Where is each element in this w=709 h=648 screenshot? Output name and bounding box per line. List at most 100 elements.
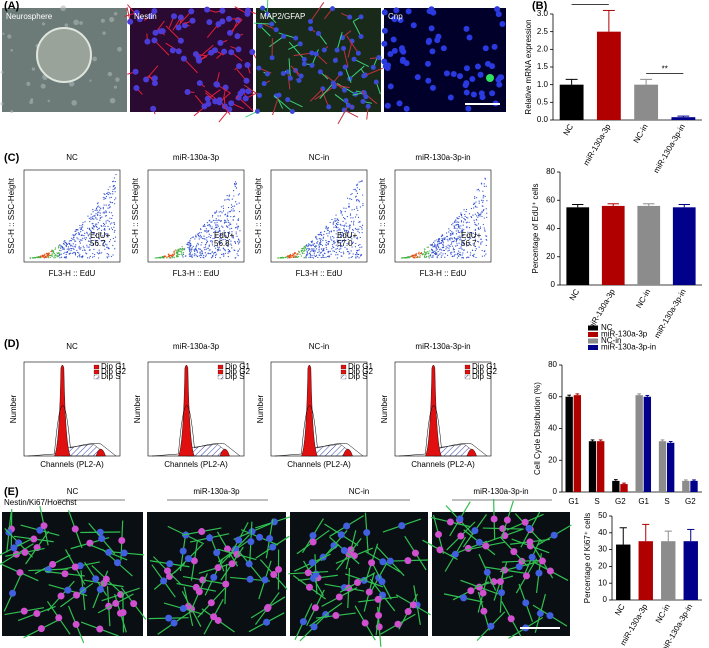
- event: [347, 236, 349, 238]
- legend-swatch: [464, 364, 471, 370]
- event: [450, 243, 452, 246]
- event: [216, 245, 218, 247]
- event: [461, 229, 463, 231]
- event: [202, 225, 204, 227]
- nucleus: [301, 56, 307, 62]
- nucleus: [151, 8, 158, 15]
- event: [227, 206, 230, 209]
- event: [181, 255, 183, 257]
- event: [224, 214, 226, 216]
- nucleus: [446, 518, 454, 526]
- event: [341, 234, 343, 236]
- event: [228, 224, 230, 226]
- event: [429, 244, 431, 246]
- fiber: [352, 21, 362, 37]
- event: [224, 221, 226, 223]
- event: [108, 192, 110, 194]
- event: [214, 251, 217, 253]
- y-tick-label: 20: [598, 562, 607, 571]
- event: [62, 248, 64, 250]
- nucleus: [127, 18, 134, 25]
- event: [217, 246, 219, 248]
- x-tick-label: miR-130a-3p-in: [652, 288, 687, 340]
- event: [228, 231, 231, 233]
- nucleus: [177, 14, 184, 21]
- event: [183, 248, 185, 250]
- event: [348, 203, 350, 205]
- event: [206, 240, 209, 243]
- event: [315, 248, 318, 250]
- x-axis-label: Channels (PL2-A): [40, 460, 104, 469]
- nucleus: [435, 33, 442, 40]
- nucleus: [245, 88, 252, 95]
- event: [58, 245, 60, 247]
- event: [189, 243, 192, 245]
- event: [456, 244, 458, 247]
- event: [224, 238, 226, 241]
- event: [322, 250, 324, 252]
- plot-title: NC: [66, 153, 78, 162]
- nucleus: [522, 599, 530, 607]
- event: [211, 216, 214, 218]
- event: [180, 251, 183, 253]
- event: [480, 242, 482, 244]
- nucleus: [243, 77, 250, 84]
- event: [307, 253, 309, 255]
- event: [201, 253, 204, 255]
- event: [336, 239, 338, 241]
- event: [230, 215, 232, 218]
- event: [79, 224, 81, 227]
- event: [417, 256, 419, 258]
- event: [234, 184, 236, 186]
- event: [440, 235, 442, 238]
- event: [208, 249, 210, 251]
- event: [278, 257, 280, 259]
- event: [332, 235, 334, 238]
- nucleus: [404, 608, 412, 616]
- event: [481, 210, 483, 212]
- event: [58, 252, 60, 254]
- event: [79, 239, 81, 241]
- nucleus: [206, 19, 213, 26]
- event: [413, 254, 415, 257]
- event: [42, 256, 45, 258]
- nucleus: [71, 525, 79, 533]
- plot-frame: [147, 169, 245, 263]
- event: [306, 247, 308, 250]
- event: [450, 233, 452, 235]
- event: [477, 241, 480, 243]
- panel-label: (E): [4, 486, 19, 498]
- event: [351, 246, 353, 248]
- nucleus: [20, 607, 28, 615]
- event: [451, 231, 453, 233]
- event: [460, 221, 463, 223]
- plot-frame: [23, 169, 121, 263]
- event: [104, 197, 106, 199]
- event: [359, 225, 361, 228]
- event: [314, 246, 316, 248]
- nucleus: [86, 539, 94, 547]
- event: [173, 254, 175, 256]
- event: [61, 245, 63, 248]
- event: [341, 255, 343, 257]
- event: [104, 193, 106, 196]
- event: [43, 257, 45, 259]
- event: [460, 214, 463, 217]
- plot-frame: [394, 361, 492, 457]
- event: [346, 231, 348, 233]
- event: [108, 204, 110, 206]
- cell: [109, 97, 116, 104]
- nucleus: [235, 46, 242, 53]
- event: [100, 252, 103, 254]
- bar: [661, 541, 676, 600]
- event: [91, 236, 93, 239]
- event: [204, 230, 207, 232]
- event: [91, 227, 93, 229]
- event: [306, 244, 308, 246]
- event: [213, 231, 215, 234]
- event: [315, 235, 317, 238]
- event: [443, 237, 445, 239]
- event: [217, 250, 219, 252]
- event: [360, 181, 362, 183]
- event: [352, 229, 354, 231]
